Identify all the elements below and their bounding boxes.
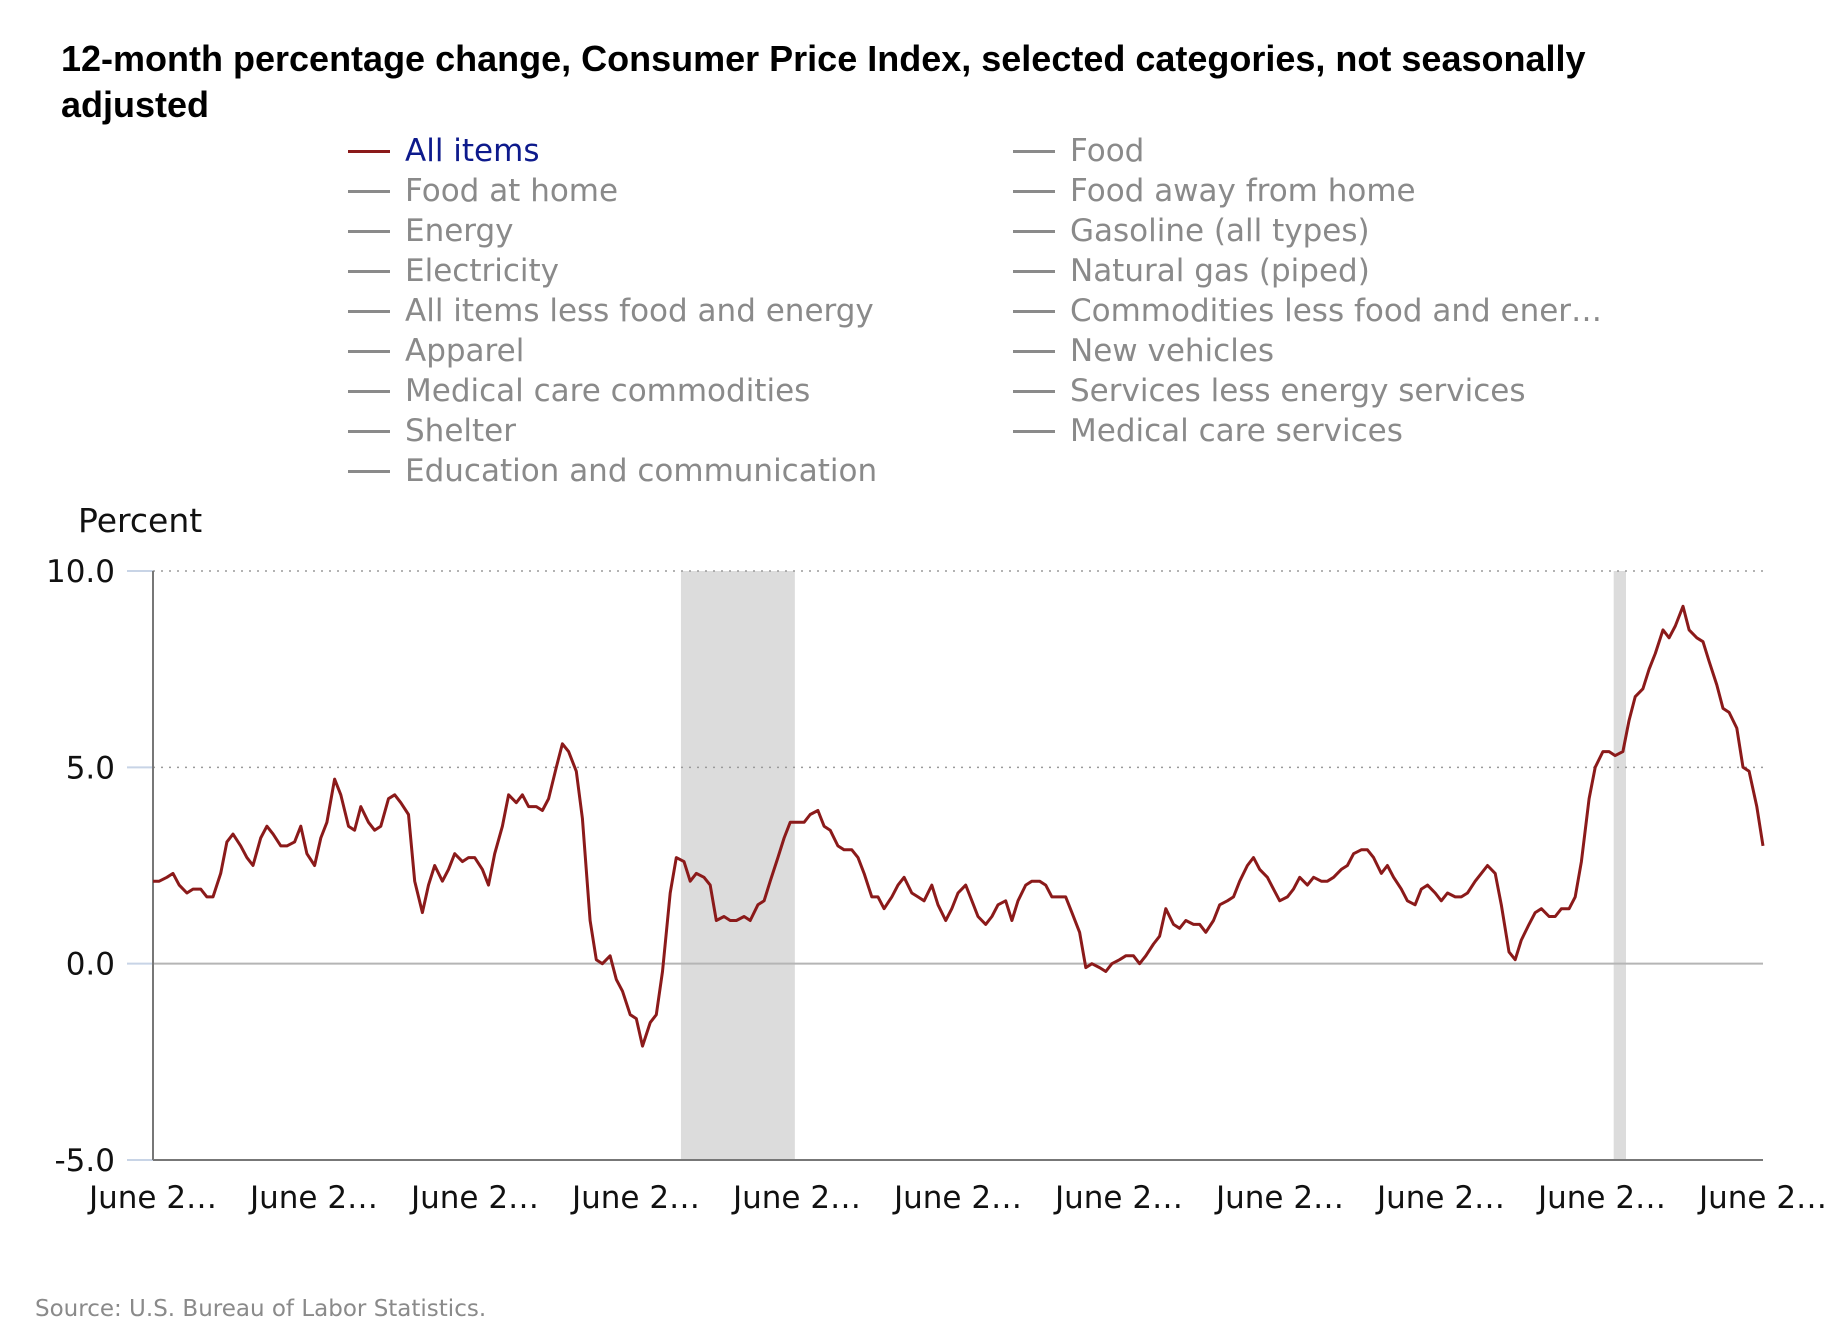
- legend-swatch: [348, 429, 390, 433]
- legend-swatch: [348, 149, 390, 153]
- y-tick-label: 0.0: [66, 947, 115, 983]
- legend-item[interactable]: All items less food and energy: [348, 291, 874, 331]
- legend-swatch: [348, 269, 390, 273]
- legend-swatch: [348, 389, 390, 393]
- legend-item[interactable]: Education and communication: [348, 451, 877, 491]
- legend: All items Food Food at home Food away from …: [348, 131, 1648, 491]
- legend-swatch: [1013, 269, 1055, 273]
- recession-band: [680, 571, 795, 1160]
- x-tick-label: June 2…: [1053, 1180, 1183, 1216]
- legend-item[interactable]: Shelter: [348, 411, 516, 451]
- legend-label: All items: [405, 133, 540, 169]
- legend-item[interactable]: Medical care commodities: [348, 371, 810, 411]
- x-tick-label: June 2…: [1697, 1180, 1827, 1216]
- legend-label: Food at home: [405, 173, 619, 209]
- x-tick-label: June 2…: [1536, 1180, 1666, 1216]
- legend-label: Food away from home: [1070, 173, 1416, 209]
- legend-item[interactable]: Medical care services: [1013, 411, 1403, 451]
- legend-swatch: [348, 469, 390, 473]
- x-tick-label: June 2…: [409, 1180, 539, 1216]
- legend-swatch: [1013, 349, 1055, 353]
- legend-label: Education and communication: [405, 453, 878, 489]
- legend-swatch: [1013, 389, 1055, 393]
- legend-item[interactable]: Services less energy services: [1013, 371, 1525, 411]
- x-tick-label: June 2…: [892, 1180, 1022, 1216]
- legend-item[interactable]: Energy: [348, 211, 514, 251]
- legend-item[interactable]: Commodities less food and ener…: [1013, 291, 1602, 331]
- legend-label: Medical care services: [1070, 413, 1403, 449]
- legend-swatch: [1013, 309, 1055, 313]
- y-axis-label: Percent: [78, 501, 202, 540]
- chart-title: 12-month percentage change, Consumer Pri…: [61, 38, 1586, 125]
- legend-label: Energy: [405, 213, 514, 249]
- legend-label: New vehicles: [1070, 333, 1275, 369]
- legend-swatch: [348, 349, 390, 353]
- legend-label: Medical care commodities: [405, 373, 811, 409]
- x-tick-label: June 2…: [1375, 1180, 1505, 1216]
- legend-label: Shelter: [405, 413, 516, 449]
- legend-item[interactable]: Gasoline (all types): [1013, 211, 1370, 251]
- legend-swatch: [348, 309, 390, 313]
- legend-label: Electricity: [405, 253, 559, 289]
- legend-swatch: [1013, 229, 1055, 233]
- x-tick-label: June 2…: [570, 1180, 700, 1216]
- y-tick-label: -5.0: [55, 1143, 116, 1179]
- x-tick-label: June 2…: [87, 1180, 217, 1216]
- legend-label: Apparel: [405, 333, 525, 369]
- recession-band: [1613, 571, 1627, 1160]
- legend-item[interactable]: Food away from home: [1013, 171, 1416, 211]
- y-tick-label: 10.0: [46, 554, 115, 590]
- legend-item[interactable]: Natural gas (piped): [1013, 251, 1370, 291]
- x-tick-label: June 2…: [248, 1180, 378, 1216]
- legend-label: Food: [1070, 133, 1145, 169]
- legend-item[interactable]: Food: [1013, 131, 1144, 171]
- source-note: Source: U.S. Bureau of Labor Statistics.: [35, 1296, 487, 1322]
- legend-item[interactable]: New vehicles: [1013, 331, 1274, 371]
- x-tick-label: June 2…: [731, 1180, 861, 1216]
- legend-swatch: [1013, 189, 1055, 193]
- legend-item[interactable]: Food at home: [348, 171, 618, 211]
- legend-swatch: [1013, 429, 1055, 433]
- legend-swatch: [348, 229, 390, 233]
- legend-label: Gasoline (all types): [1070, 213, 1370, 249]
- legend-swatch: [348, 189, 390, 193]
- y-tick-label: 5.0: [66, 750, 115, 786]
- legend-item[interactable]: Electricity: [348, 251, 559, 291]
- legend-swatch: [1013, 149, 1055, 153]
- series-line-all-items: [153, 604, 1765, 1048]
- plot-area: 10.0 5.0 0.0 -5.0 Percent June 2… June 2… June …: [46, 501, 1827, 1216]
- legend-label: Commodities less food and ener…: [1070, 293, 1603, 329]
- legend-item[interactable]: All items: [348, 131, 539, 171]
- legend-item[interactable]: Apparel: [348, 331, 524, 371]
- legend-label: All items less food and energy: [405, 293, 874, 329]
- legend-label: Services less energy services: [1070, 373, 1526, 409]
- legend-label: Natural gas (piped): [1070, 253, 1370, 289]
- x-tick-label: June 2…: [1214, 1180, 1344, 1216]
